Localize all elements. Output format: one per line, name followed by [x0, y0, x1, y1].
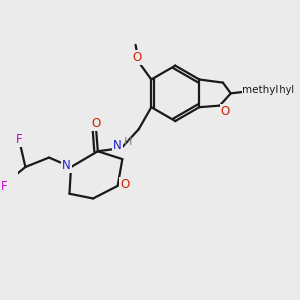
- Text: O: O: [221, 105, 230, 118]
- Text: O: O: [91, 117, 100, 130]
- Text: O: O: [133, 51, 142, 64]
- Text: N: N: [62, 159, 71, 172]
- Text: methyl: methyl: [242, 85, 279, 94]
- Text: H: H: [124, 137, 133, 147]
- Text: O: O: [120, 178, 129, 191]
- Text: N: N: [113, 139, 122, 152]
- Text: F: F: [16, 133, 22, 146]
- Text: methyl: methyl: [260, 85, 294, 95]
- Text: F: F: [1, 180, 8, 193]
